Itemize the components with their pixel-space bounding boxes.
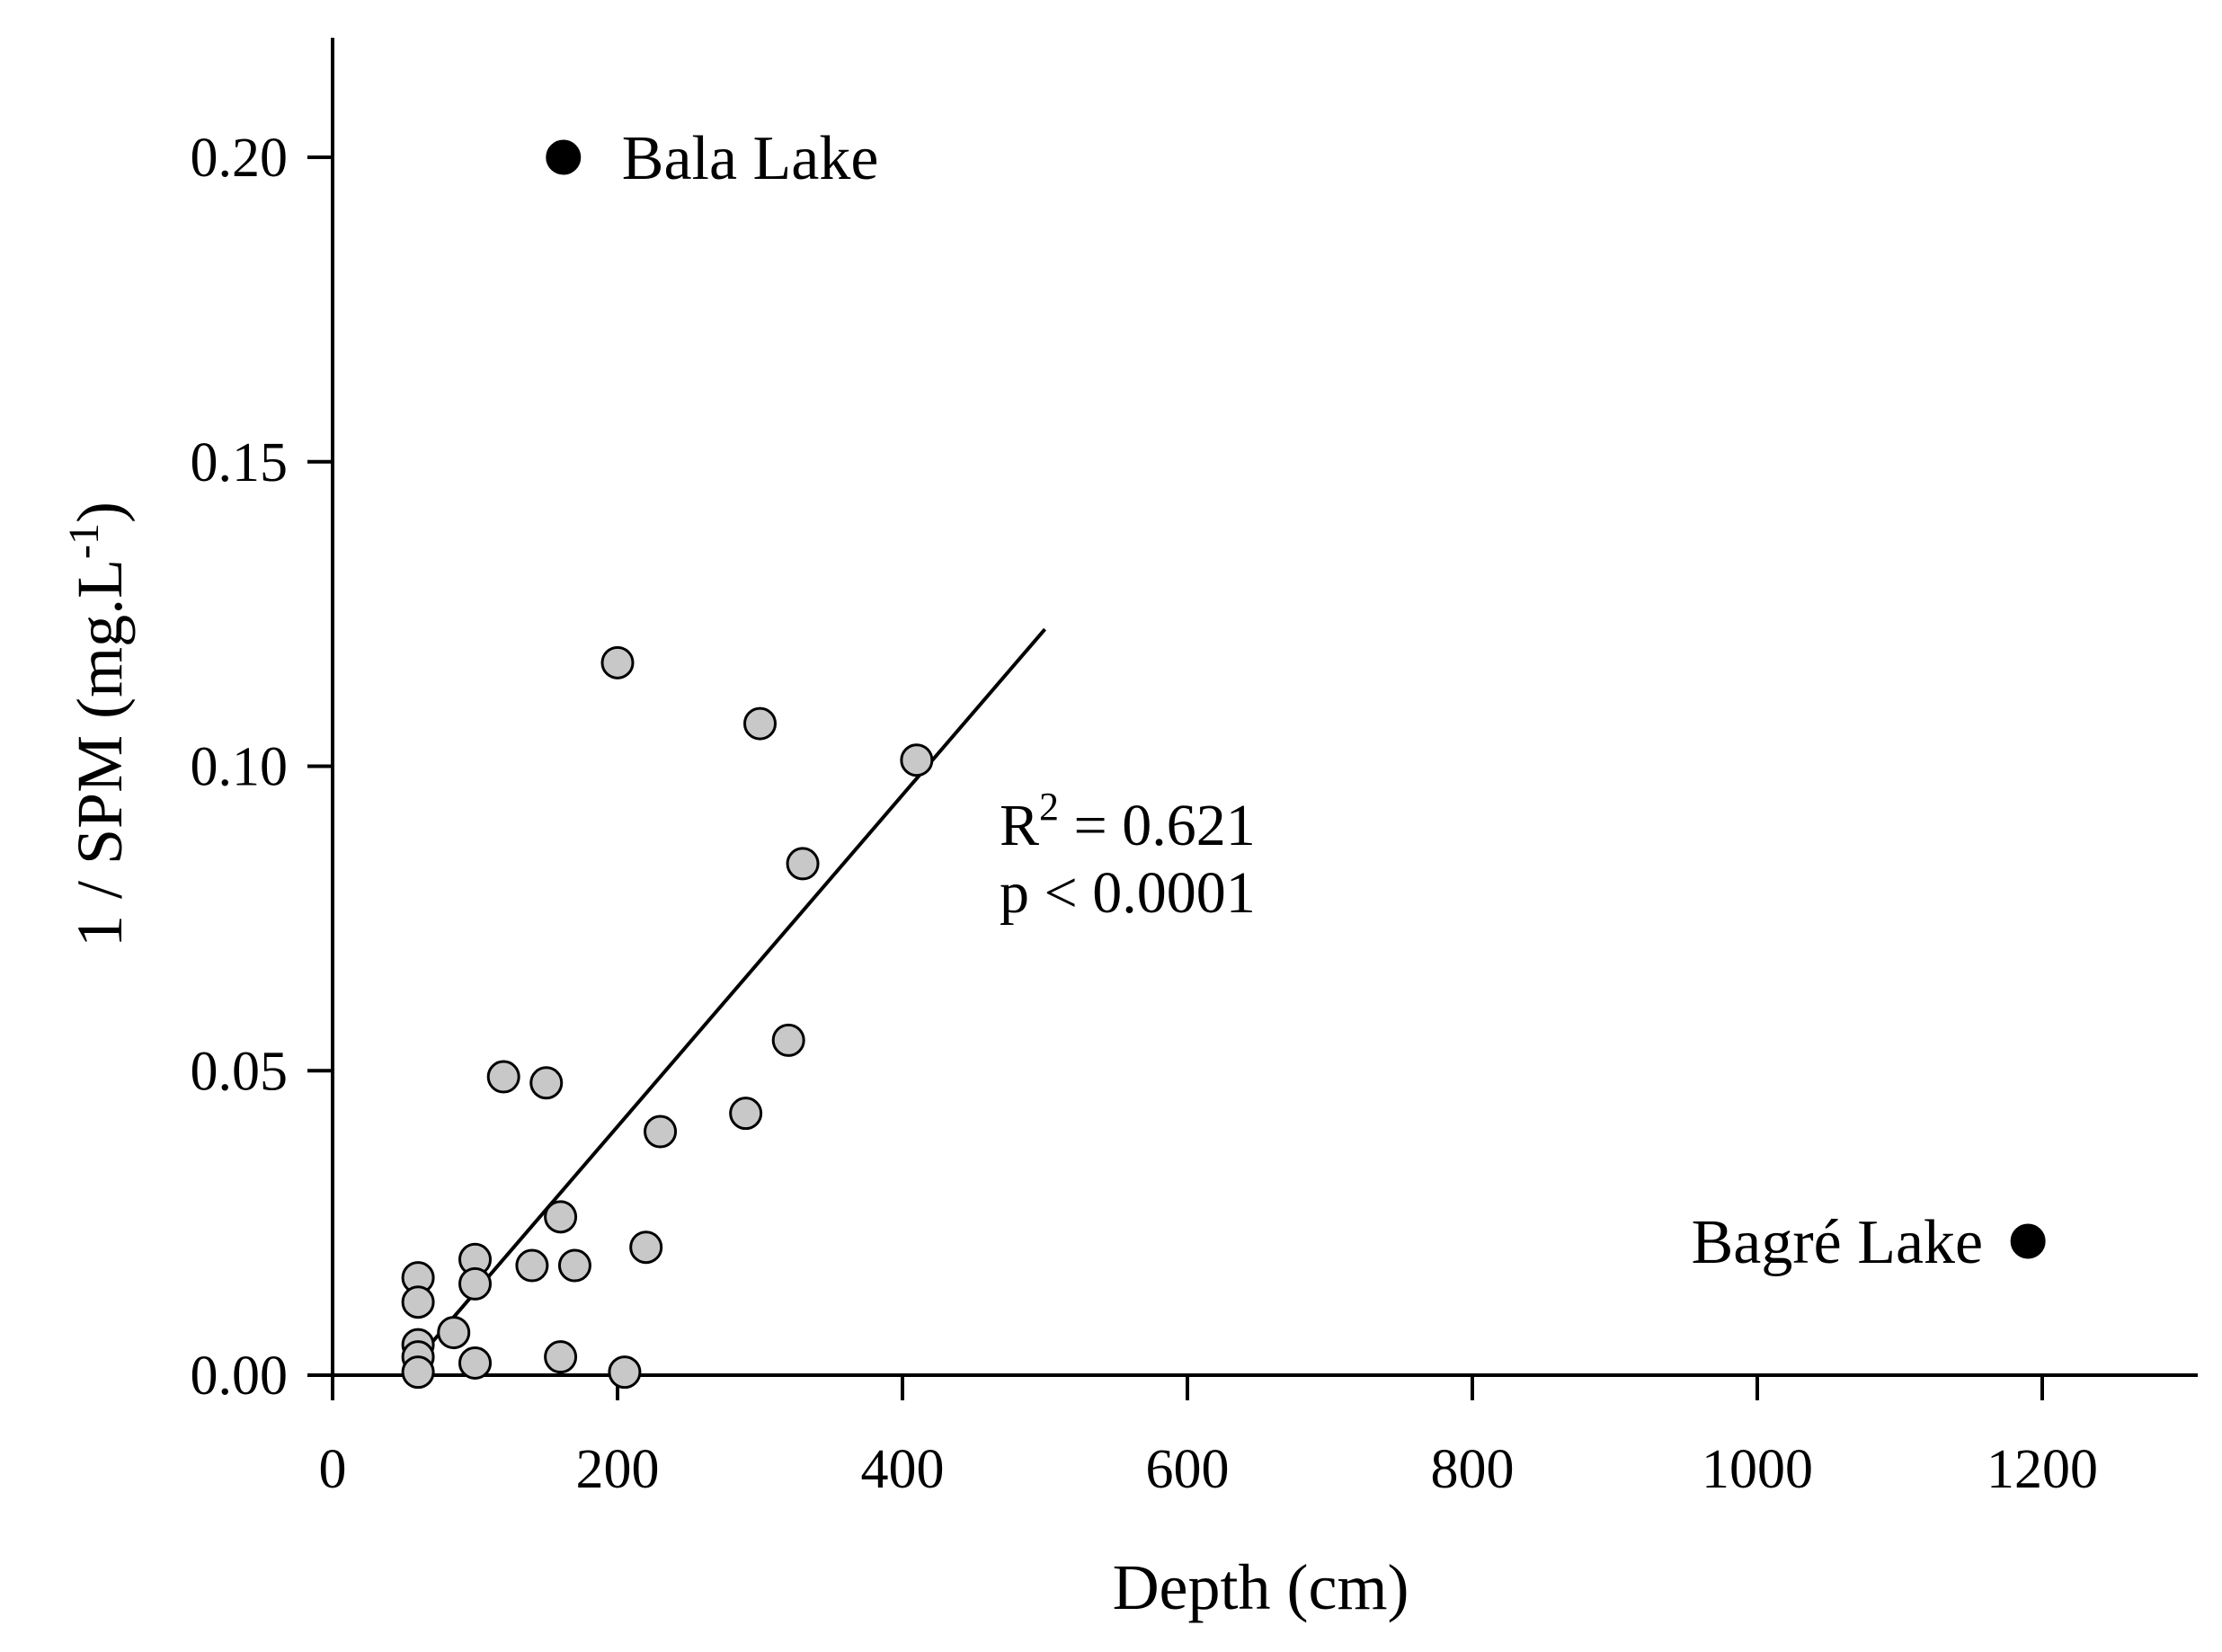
data-point	[743, 706, 777, 741]
p-value-annotation: p < 0.0001	[1000, 860, 1256, 926]
r-exponent: 2	[1039, 785, 1059, 829]
data-point	[458, 1346, 492, 1380]
y-axis-title: 1 / SPM (mg.L-1)	[60, 502, 136, 947]
regression-fit	[402, 627, 1047, 1377]
data-point	[771, 1023, 805, 1057]
data-point	[515, 1248, 549, 1283]
data-point	[786, 847, 820, 881]
data-point	[544, 1200, 578, 1234]
y-axis-title-superscript: -1	[60, 523, 108, 559]
r-symbol: R	[1000, 793, 1039, 858]
y-tick-label: 0.15	[191, 432, 289, 493]
axes	[331, 38, 2198, 1377]
data-point	[608, 1355, 642, 1390]
r-squared-annotation: R2 = 0.621	[1000, 785, 1256, 858]
y-axis-title-main: 1 / SPM (mg.L	[64, 559, 136, 947]
data-point	[600, 645, 635, 679]
y-tick-label: 0.20	[191, 128, 289, 189]
point-labels: Bala Lake Bagré Lake	[622, 124, 1983, 1277]
x-axis-title: Depth (cm)	[1113, 1551, 1409, 1623]
x-tick-label: 400	[861, 1439, 945, 1500]
x-tick-label: 600	[1146, 1439, 1230, 1500]
x-tick-label: 200	[576, 1439, 660, 1500]
data-point	[900, 743, 934, 777]
point-label: Bagré Lake	[1692, 1208, 1984, 1277]
regression-line	[402, 627, 1047, 1377]
data-points	[401, 139, 2046, 1390]
ticks: 0 200 400 600 800 1000 1200 0.00 0.05 0.10 0.15 0.2…	[191, 128, 2099, 1500]
data-point	[544, 1340, 578, 1374]
data-point	[401, 1355, 435, 1390]
r-value: = 0.621	[1059, 793, 1256, 858]
x-tick-label: 1000	[1702, 1439, 1813, 1500]
point-label: Bala Lake	[622, 124, 879, 193]
y-tick-label: 0.10	[191, 737, 289, 798]
x-tick-label: 0	[319, 1439, 347, 1500]
y-tick-label: 0.05	[191, 1041, 289, 1102]
data-point	[458, 1266, 492, 1301]
highlighted-data-point	[2010, 1223, 2046, 1259]
data-point	[644, 1115, 678, 1149]
data-point	[629, 1230, 663, 1265]
data-point	[401, 1285, 435, 1319]
y-axis-title-close: )	[64, 502, 136, 523]
data-point	[437, 1316, 471, 1350]
data-point	[729, 1097, 763, 1131]
x-tick-label: 1200	[1986, 1439, 2098, 1500]
highlighted-data-point	[546, 139, 582, 175]
data-point	[529, 1066, 564, 1100]
x-tick-label: 800	[1431, 1439, 1515, 1500]
data-point	[557, 1248, 591, 1283]
data-point	[486, 1060, 520, 1094]
y-tick-label: 0.00	[191, 1346, 289, 1407]
